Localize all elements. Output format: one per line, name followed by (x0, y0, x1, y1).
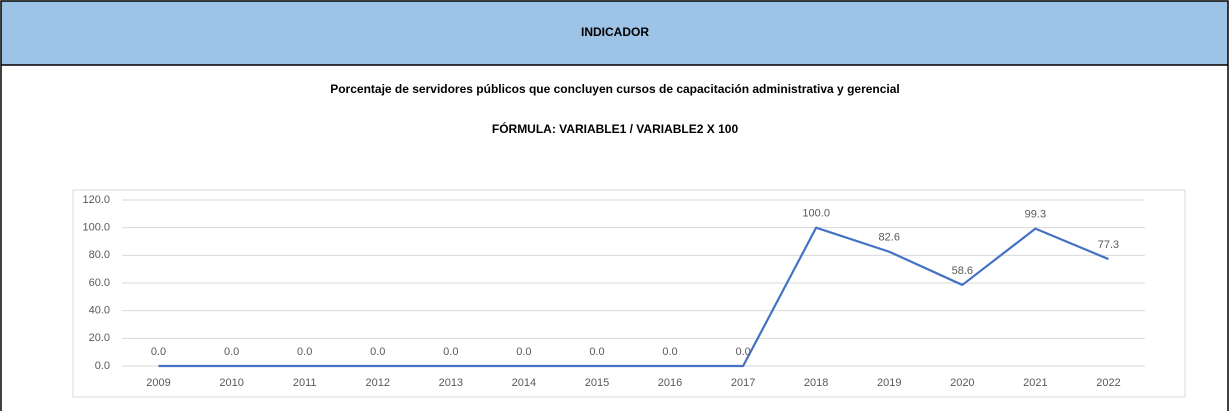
y-tick-label: 20.0 (89, 332, 110, 344)
chart-title: Porcentaje de servidores públicos que co… (330, 82, 900, 96)
data-label: 0.0 (297, 346, 312, 358)
data-label: 82.6 (879, 232, 900, 244)
data-label: 0.0 (735, 346, 750, 358)
x-tick-label: 2010 (219, 377, 243, 389)
y-tick-label: 0.0 (95, 360, 110, 372)
x-tick-label: 2014 (512, 377, 536, 389)
header-band (1, 1, 1228, 65)
chart-subtitle: FÓRMULA: VARIABLE1 / VARIABLE2 X 100 (492, 121, 739, 136)
header-title: INDICADOR (581, 25, 649, 39)
data-label: 0.0 (589, 346, 604, 358)
x-tick-label: 2009 (146, 377, 170, 389)
data-label: 58.6 (952, 265, 973, 277)
data-label: 0.0 (370, 346, 385, 358)
x-tick-label: 2013 (439, 377, 463, 389)
x-tick-label: 2019 (877, 377, 901, 389)
data-label: 100.0 (802, 208, 830, 220)
y-tick-label: 40.0 (89, 305, 110, 317)
x-tick-label: 2015 (585, 377, 609, 389)
x-tick-label: 2018 (804, 377, 828, 389)
x-tick-label: 2012 (366, 377, 390, 389)
chart-area (72, 189, 1186, 398)
x-tick-label: 2022 (1096, 377, 1120, 389)
x-tick-label: 2017 (731, 377, 755, 389)
x-tick-label: 2011 (293, 377, 317, 389)
data-label: 0.0 (224, 346, 239, 358)
data-label: 0.0 (443, 346, 458, 358)
data-label: 0.0 (516, 346, 531, 358)
y-tick-label: 120.0 (82, 194, 110, 206)
x-tick-label: 2021 (1023, 377, 1047, 389)
y-tick-label: 80.0 (89, 249, 110, 261)
data-label: 77.3 (1098, 239, 1119, 251)
data-label: 0.0 (151, 346, 166, 358)
x-tick-label: 2016 (658, 377, 682, 389)
line (158, 226, 1109, 368)
data-label: 99.3 (1025, 209, 1046, 221)
y-tick-label: 100.0 (82, 222, 110, 234)
y-tick-label: 60.0 (89, 277, 110, 289)
data-label: 0.0 (662, 346, 677, 358)
x-tick-label: 2020 (950, 377, 974, 389)
